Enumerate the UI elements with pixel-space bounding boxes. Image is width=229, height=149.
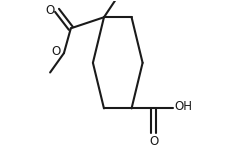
Text: O: O <box>148 135 158 148</box>
Text: O: O <box>45 4 54 17</box>
Text: OH: OH <box>174 100 191 114</box>
Text: O: O <box>51 45 60 58</box>
